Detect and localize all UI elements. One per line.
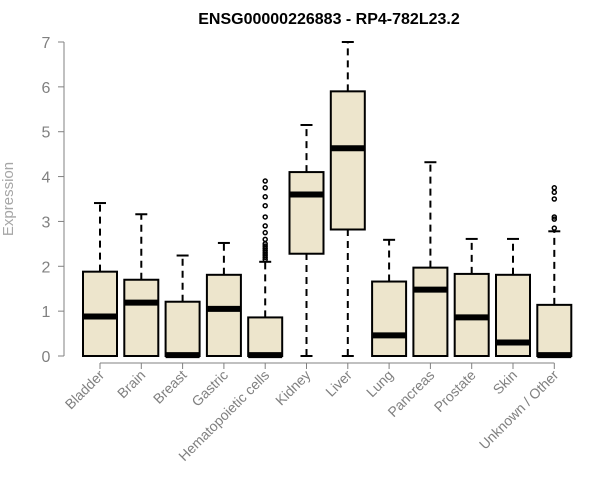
x-tick-label: Brain — [114, 367, 148, 401]
outlier-point — [262, 236, 268, 243]
box-lung — [371, 238, 408, 357]
box-skin — [495, 237, 531, 357]
outlier-point — [551, 214, 558, 220]
box-breast — [164, 254, 201, 359]
outlier-point — [262, 229, 268, 236]
box-iqr — [123, 278, 160, 357]
box-iqr — [164, 300, 201, 358]
box-hematopoietic-cells — [247, 178, 284, 359]
y-tick-label: 7 — [42, 35, 51, 52]
x-tick-label: Breast — [150, 367, 190, 407]
y-tick-label: 3 — [42, 214, 51, 231]
outlier-point — [551, 185, 558, 191]
y-tick-label: 6 — [42, 80, 51, 97]
y-tick-label: 2 — [42, 259, 51, 276]
box-iqr — [412, 266, 449, 358]
box-bladder — [82, 202, 118, 358]
y-axis-label: Expression — [0, 162, 17, 236]
x-tick-label: Kidney — [272, 367, 314, 409]
y-tick-label: 5 — [42, 125, 51, 142]
boxes — [82, 41, 573, 359]
outlier-point — [262, 178, 268, 184]
box-iqr — [536, 303, 573, 357]
outlier-point — [262, 202, 268, 209]
outlier-point — [551, 189, 558, 196]
outlier-point — [262, 214, 268, 220]
box-iqr — [205, 273, 242, 357]
outlier-point — [262, 223, 268, 229]
y-axis: 0 1 2 3 4 5 6 7 — [42, 35, 65, 366]
x-tick-label: Liver — [322, 367, 355, 400]
box-unknown-other — [536, 185, 573, 359]
box-iqr — [288, 171, 325, 255]
y-tick-label: 4 — [42, 170, 51, 187]
outlier-point — [262, 243, 268, 249]
y-tick-label: 1 — [42, 304, 51, 321]
box-gastric — [205, 241, 242, 357]
chart-title: ENSG00000226883 - RP4-782L23.2 — [198, 11, 460, 28]
box-iqr — [247, 316, 284, 357]
outlier-point — [262, 194, 268, 200]
outlier-point — [551, 225, 558, 231]
outlier-point — [262, 185, 268, 191]
y-tick-label: 0 — [42, 349, 51, 366]
outlier-point — [551, 216, 558, 222]
x-tick-label: Lung — [363, 367, 396, 400]
x-tick-label: Bladder — [62, 367, 108, 413]
box-iqr — [371, 280, 408, 357]
box-brain — [123, 213, 160, 357]
box-iqr — [329, 90, 366, 231]
x-tick-label: Prostate — [431, 367, 479, 415]
x-tick-label: Skin — [490, 367, 521, 398]
box-prostate — [453, 237, 490, 358]
outlier-point — [551, 196, 558, 202]
box-kidney — [288, 123, 325, 357]
box-pancreas — [412, 161, 449, 358]
box-liver — [329, 41, 366, 357]
